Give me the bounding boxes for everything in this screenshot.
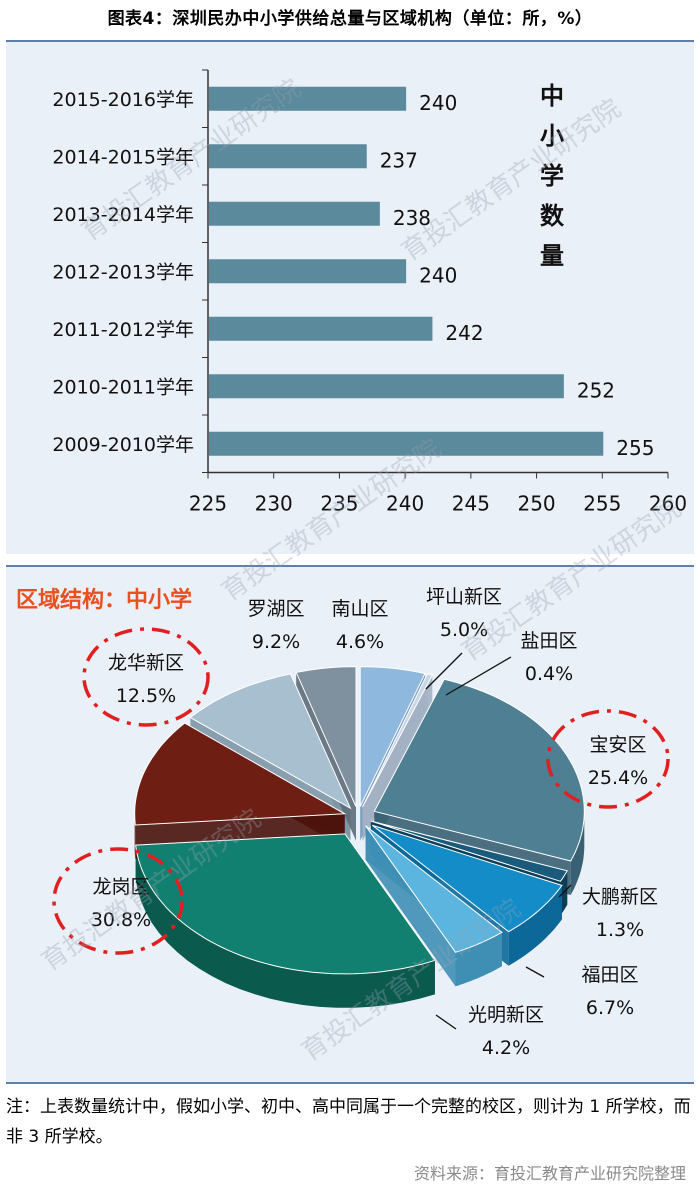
highlight-ring <box>546 709 670 809</box>
x-tick-label: 245 <box>452 492 490 516</box>
y-tick-label: 2014-2015学年 <box>52 146 194 168</box>
source-text: 资料来源：育投汇教育产业研究院整理 <box>413 1164 686 1183</box>
bar <box>209 144 367 169</box>
pie-chart-panel: 区域结构：中小学 罗湖区 9.2% 南山区 4.6% 坪山新区 5.0% 盐田区 0.4% 宝安区… <box>6 565 694 1082</box>
pie-label: 龙华新区 <box>108 652 184 674</box>
bar <box>209 374 564 399</box>
pie-value-label: 30.8% <box>91 909 151 931</box>
pie-value-label: 6.7% <box>586 997 634 1019</box>
bar <box>209 201 380 226</box>
x-tick-label: 225 <box>189 492 227 516</box>
pie-slice <box>134 722 347 826</box>
pie-slice <box>370 820 568 882</box>
footnote: 注：上表数量统计中，假如小学、初中、高中同属于一个完整的校区，则计为 1 所学校… <box>6 1097 691 1147</box>
chart-title: 图表4：深圳民办中小学供给总量与区域机构（单位：所，%） <box>107 9 593 29</box>
pie-label: 福田区 <box>581 964 638 986</box>
x-tick-label: 250 <box>517 492 555 516</box>
pie-value-label: 5.0% <box>440 619 488 641</box>
highlight-ring <box>82 627 210 727</box>
leader-line <box>435 1014 457 1030</box>
pie-label: 宝安区 <box>589 734 646 756</box>
x-tick-label: 235 <box>320 492 358 516</box>
side-label-char: 量 <box>540 242 564 270</box>
y-tick-label: 2009-2010学年 <box>52 434 194 456</box>
pie-title: 区域结构：中小学 <box>16 587 192 613</box>
x-tick-label: 240 <box>386 492 424 516</box>
pie-chart: 区域结构：中小学 罗湖区 9.2% 南山区 4.6% 坪山新区 5.0% 盐田区 0.4% 宝安区… <box>16 586 670 1059</box>
pie-value-label: 25.4% <box>588 767 648 789</box>
bar-value-label: 255 <box>616 436 654 460</box>
pie-slice-face <box>365 825 456 987</box>
y-tick-label: 2015-2016学年 <box>52 89 194 111</box>
pie-slice <box>359 666 426 807</box>
pie-slice <box>373 678 585 862</box>
pie-slice <box>135 833 436 975</box>
pie-slice-face <box>362 675 433 842</box>
y-tick-label: 2012-2013学年 <box>52 261 194 283</box>
pie-label: 光明新区 <box>468 1004 544 1026</box>
pie-slice <box>189 673 352 810</box>
bar-value-label: 237 <box>380 148 418 172</box>
side-label-char: 中 <box>540 82 564 110</box>
leader-line <box>445 656 512 696</box>
divider <box>6 1082 694 1084</box>
pie-label: 龙岗区 <box>92 876 149 898</box>
pie-value-label: 1.3% <box>596 919 644 941</box>
x-tick-label: 260 <box>649 492 687 516</box>
pie-label: 盐田区 <box>520 630 577 652</box>
side-label-char: 数 <box>540 202 565 230</box>
y-tick-label: 2013-2014学年 <box>52 204 194 226</box>
bar <box>209 431 604 456</box>
x-tick-label: 255 <box>583 492 621 516</box>
bar-value-label: 242 <box>445 321 483 345</box>
side-label-char: 小 <box>540 122 564 150</box>
y-tick-label: 2011-2012学年 <box>52 319 194 341</box>
leader-line <box>525 966 545 978</box>
pie-slice-wall <box>570 811 585 895</box>
highlight-ring <box>52 847 184 955</box>
pie-label: 罗湖区 <box>247 598 304 620</box>
leader-line <box>558 884 572 898</box>
pie-value-label: 9.2% <box>252 631 300 653</box>
leader-line <box>425 652 463 690</box>
pie-slice <box>295 666 357 807</box>
side-label-char: 学 <box>540 162 564 190</box>
pie-label: 大鹏新区 <box>582 886 658 908</box>
pie-slice-wall <box>135 845 435 1008</box>
bar-value-label: 240 <box>419 91 457 115</box>
bar <box>209 86 407 111</box>
pie-value-label: 12.5% <box>116 685 176 707</box>
pie-slice <box>365 825 503 953</box>
bar-chart-panel: 2015-2016学年 240 2014-2015学年 237 2013-2014学年 2… <box>6 40 694 554</box>
pie-slice <box>362 673 434 808</box>
pie-value-label: 4.6% <box>336 631 384 653</box>
x-tick-label: 230 <box>255 492 293 516</box>
bar <box>209 316 433 341</box>
pie-value-label: 0.4% <box>525 663 573 685</box>
bar-chart: 2015-2016学年 240 2014-2015学年 237 2013-2014学年 2… <box>52 69 687 516</box>
bar-value-label: 238 <box>393 206 431 230</box>
y-tick-label: 2010-2011学年 <box>52 376 194 398</box>
pie-label: 坪山新区 <box>426 586 502 608</box>
bar-value-label: 252 <box>577 378 615 402</box>
bar <box>209 259 407 284</box>
pie-value-label: 4.2% <box>482 1037 530 1059</box>
pie-label: 南山区 <box>331 598 388 620</box>
bar-value-label: 240 <box>419 263 457 287</box>
pie-slice <box>371 824 563 933</box>
